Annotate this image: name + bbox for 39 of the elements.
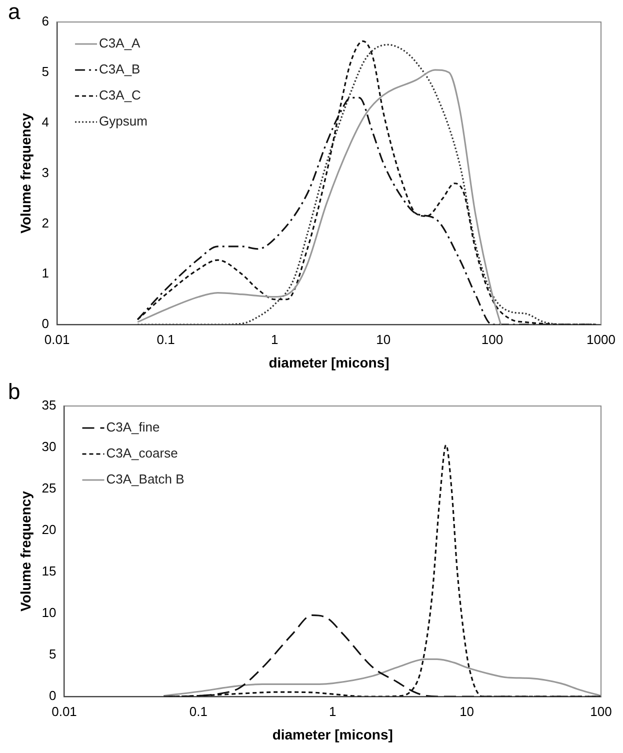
x-axis-title: diameter [micons] [268, 354, 390, 370]
y-tick-label: 15 [42, 564, 56, 579]
x-tick-label: 0.01 [52, 704, 77, 719]
legend-label: C3A_B [99, 62, 140, 77]
x-tick-label: 100 [481, 332, 504, 347]
legend-label: C3A_C [99, 88, 141, 103]
y-tick-label: 5 [42, 64, 50, 80]
legend-label: C3A_A [99, 36, 141, 51]
x-tick-label: 0.1 [189, 704, 208, 719]
y-tick-label: 20 [42, 522, 56, 538]
x-tick-label: 1 [329, 704, 336, 719]
legend-label: C3A_coarse [106, 446, 178, 461]
legend-label: Gypsum [99, 114, 148, 129]
x-tick-label: 0.01 [44, 332, 70, 347]
y-tick-label: 5 [49, 646, 56, 662]
x-axis-title: diameter [micons] [272, 726, 393, 742]
y-tick-label: 10 [42, 605, 56, 620]
x-tick-label: 10 [376, 332, 391, 347]
x-tick-label: 1000 [586, 332, 616, 347]
y-axis-title: Volume frequency [17, 112, 34, 234]
text: a [8, 0, 21, 24]
y-tick-label: 3 [42, 164, 50, 180]
x-tick-label: 100 [590, 704, 612, 719]
y-tick-label: 4 [42, 114, 50, 130]
y-tick-label: 35 [42, 398, 56, 413]
y-tick-label: 2 [42, 215, 50, 230]
x-tick-label: 1 [271, 332, 278, 347]
y-axis-title: Volume frequency [17, 490, 34, 612]
x-tick-label: 0.1 [156, 332, 175, 347]
legend-label: C3A_Batch B [106, 472, 184, 487]
x-tick-label: 10 [460, 704, 474, 719]
y-tick-label: 25 [42, 480, 56, 496]
y-tick-label: 0 [49, 688, 56, 704]
legend-label: C3A_fine [106, 420, 160, 435]
y-tick-label: 30 [42, 439, 56, 454]
text: b [8, 379, 20, 404]
y-tick-label: 0 [42, 316, 50, 332]
y-tick-label: 1 [42, 266, 50, 281]
y-tick-label: 6 [42, 14, 50, 29]
